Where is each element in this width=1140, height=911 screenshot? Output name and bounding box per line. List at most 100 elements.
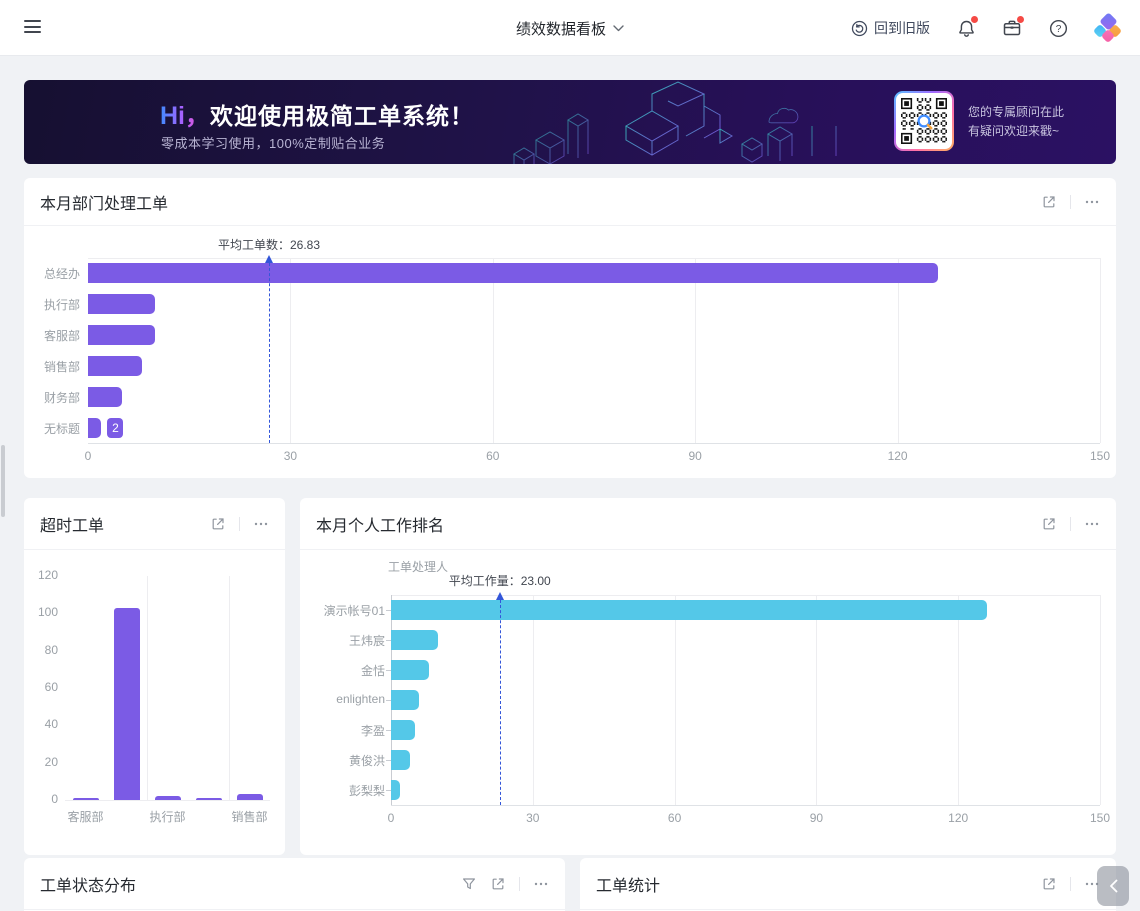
category-label: 李盈 — [360, 724, 385, 738]
dashboard-switcher[interactable]: 绩效数据看板 — [0, 0, 1140, 56]
expand-button[interactable] — [1041, 516, 1057, 532]
more-button[interactable] — [1084, 516, 1100, 532]
messages-button[interactable] — [1002, 16, 1024, 38]
bar-5[interactable] — [88, 417, 102, 438]
average-line — [269, 263, 270, 443]
gridline-30 — [290, 258, 292, 443]
overtime-card-header: 超时工单 — [24, 498, 285, 550]
more-button[interactable] — [533, 876, 549, 892]
bar-3[interactable] — [195, 798, 222, 800]
side-panel-collapse-handle[interactable] — [1097, 866, 1129, 906]
notification-badge — [971, 16, 978, 23]
dept-workorders-card: 本月部门处理工单 0 30 60 90 120 150 总经办 执行部 客服部 销售部 财务部 无标题… — [24, 178, 1116, 478]
y-tick-40: 40 — [44, 717, 58, 732]
dept-card-header: 本月部门处理工单 — [24, 178, 1116, 226]
ellipsis-icon — [1085, 200, 1099, 203]
stats-card-title: 工单统计 — [596, 877, 661, 895]
dept-card-title: 本月部门处理工单 — [40, 195, 169, 213]
app-logo[interactable] — [1092, 12, 1123, 44]
bar-1[interactable] — [113, 607, 140, 800]
expand-button[interactable] — [490, 876, 506, 892]
bar-0[interactable] — [72, 798, 99, 800]
bar-3[interactable] — [391, 690, 420, 710]
expand-button[interactable] — [1041, 194, 1057, 210]
gridline-120 — [897, 258, 899, 443]
open-in-new-icon — [1043, 877, 1055, 889]
welcome-banner: Hi， 欢迎使用极简工单系统！ 零成本学习使用，100%定制贴合业务 您的专属顾… — [24, 80, 1116, 164]
menu-button[interactable] — [24, 20, 41, 34]
axis-tick — [386, 610, 391, 611]
gridline-150 — [1100, 595, 1101, 805]
x-tick-60: 60 — [486, 449, 500, 463]
banner-main-text: 欢迎使用极简工单系统！ — [210, 103, 475, 129]
page-scrollbar-thumb[interactable] — [1, 445, 5, 517]
bar-1[interactable] — [88, 294, 156, 315]
y-tick-20: 20 — [44, 754, 58, 769]
header-divider — [519, 876, 520, 891]
average-line-arrow — [495, 592, 504, 600]
header-divider — [1070, 876, 1071, 891]
funnel-icon — [463, 877, 475, 889]
bar-1[interactable] — [391, 630, 439, 650]
help-button[interactable]: ? — [1048, 18, 1068, 38]
gridline-90 — [816, 595, 818, 805]
gridline-0 — [147, 576, 148, 800]
bar-4[interactable] — [88, 386, 122, 407]
expand-button[interactable] — [210, 516, 226, 532]
x-tick-90: 90 — [688, 449, 702, 463]
category-label: 执行部 — [149, 810, 186, 824]
gridline-150 — [1100, 258, 1101, 443]
average-line-arrow — [265, 255, 273, 263]
bar-2[interactable] — [154, 796, 181, 800]
category-label: 黄俊洪 — [348, 754, 385, 768]
more-button[interactable] — [1084, 194, 1100, 210]
page-title: 绩效数据看板 — [515, 20, 606, 38]
bar-5[interactable] — [391, 750, 410, 770]
navbar-actions: 回到旧版 ? — [851, 0, 1123, 56]
gridline-90 — [695, 258, 697, 443]
expand-button[interactable] — [1041, 876, 1057, 892]
average-line-label: 平均工单数：26.83 — [217, 238, 321, 252]
x-tick-120: 120 — [887, 449, 908, 463]
stats-card-header: 工单统计 — [580, 858, 1116, 910]
overtime-workorders-card: 超时工单 0 20 40 60 80 100 120 客服部 执行部 销售部 — [24, 498, 285, 855]
overtime-chart: 0 20 40 60 80 100 120 客服部 执行部 销售部 — [24, 498, 285, 855]
chevron-down-icon — [613, 24, 624, 31]
gridline-120 — [958, 595, 960, 805]
category-label: 金恬 — [360, 664, 385, 678]
bar-2[interactable] — [88, 325, 156, 346]
filter-button[interactable] — [461, 876, 477, 892]
banner-title: Hi， 欢迎使用极简工单系统！ — [160, 96, 474, 132]
category-label: 销售部 — [231, 810, 268, 824]
bar-3[interactable] — [88, 355, 142, 376]
gridline-60 — [492, 258, 494, 443]
bar-0[interactable] — [88, 263, 939, 284]
x-tick-150: 150 — [1089, 449, 1111, 463]
back-to-old-version-button[interactable]: 回到旧版 — [851, 18, 930, 38]
category-label: 彭梨梨 — [348, 784, 385, 798]
x-tick-150: 150 — [1089, 811, 1111, 825]
bar-0[interactable] — [391, 600, 987, 620]
y-tick-0: 0 — [51, 792, 58, 806]
ellipsis-icon — [1085, 522, 1099, 525]
qr-code — [894, 91, 954, 151]
dept-chart: 0 30 60 90 120 150 总经办 执行部 客服部 销售部 财务部 无标题 2 平均工单数：26… — [24, 178, 1116, 478]
y-tick-120: 120 — [37, 568, 58, 582]
bar-4[interactable] — [236, 794, 263, 800]
gridline-60 — [674, 595, 676, 805]
notifications-button[interactable] — [956, 16, 978, 38]
restore-circle-arrow-icon — [851, 20, 868, 36]
consultant-line2: 有疑问欢迎来戳~ — [968, 124, 1060, 138]
average-line — [499, 600, 501, 805]
bar-4[interactable] — [391, 720, 415, 740]
bar-6[interactable] — [391, 780, 401, 800]
header-divider — [1070, 516, 1071, 531]
y-tick-80: 80 — [44, 642, 58, 657]
banner-subtitle: 零成本学习使用，100%定制贴合业务 — [161, 136, 386, 151]
consultant-line1: 您的专属顾问在此 — [968, 105, 1065, 119]
banner-hi-text: Hi， — [160, 96, 210, 132]
y-tick-100: 100 — [37, 605, 58, 620]
more-button[interactable] — [253, 516, 269, 532]
bar-2[interactable] — [391, 660, 429, 680]
